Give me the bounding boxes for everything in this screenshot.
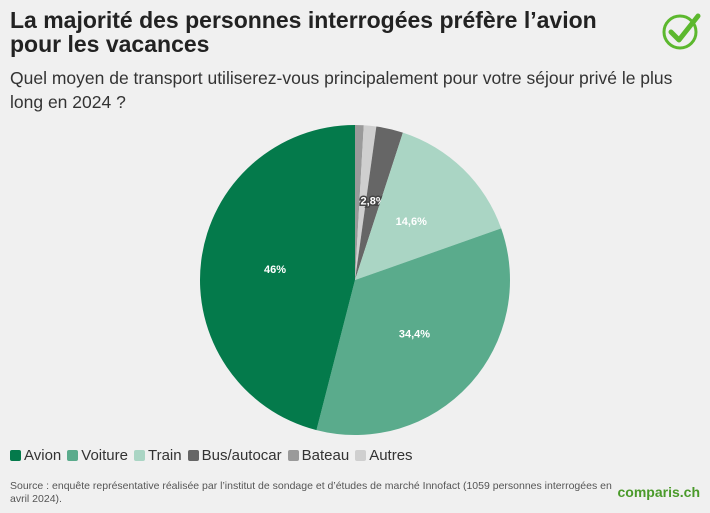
legend-item: Avion	[10, 447, 61, 464]
data-label: 34,4%	[399, 328, 430, 340]
legend-swatch	[187, 450, 199, 461]
pie-slice	[355, 125, 364, 280]
legend-label: Bateau	[301, 447, 350, 464]
legend-item: Autres	[355, 447, 413, 464]
pie-slice	[316, 228, 511, 435]
legend-label: Train	[147, 447, 182, 464]
brand-icon	[662, 13, 701, 50]
chart-subtitle: Quel moyen de transport utiliserez-vous …	[10, 68, 673, 112]
pie-chart: 2,8%14,6%34,4%46%	[199, 125, 511, 435]
legend-item: Bus/autocar	[187, 447, 282, 464]
pie-slice	[199, 125, 355, 431]
legend-swatch	[133, 450, 145, 461]
pie-slice	[355, 132, 502, 280]
pie-slice	[355, 126, 403, 280]
chart-title: La majorité des personnes interrogées pr…	[10, 7, 597, 57]
data-label: 46%	[264, 264, 286, 276]
legend-swatch	[67, 450, 79, 461]
legend: Avion Voiture Train Bus/autocar Bateau Autres	[10, 447, 413, 464]
legend-swatch	[355, 450, 367, 461]
data-label: 14,6%	[396, 216, 427, 228]
legend-label: Avion	[24, 447, 62, 464]
legend-label: Voiture	[81, 447, 128, 464]
source-note: Source : enquête représentative réalisée…	[10, 480, 612, 505]
legend-swatch	[10, 450, 21, 461]
legend-swatch	[287, 450, 299, 461]
logo: comparis.ch	[617, 484, 700, 500]
legend-item: Voiture	[67, 447, 128, 464]
legend-item: Bateau	[287, 447, 350, 464]
legend-label: Autres	[369, 447, 413, 464]
pie-slice	[355, 125, 377, 280]
legend-item: Train	[133, 447, 182, 464]
legend-label: Bus/autocar	[201, 447, 282, 464]
